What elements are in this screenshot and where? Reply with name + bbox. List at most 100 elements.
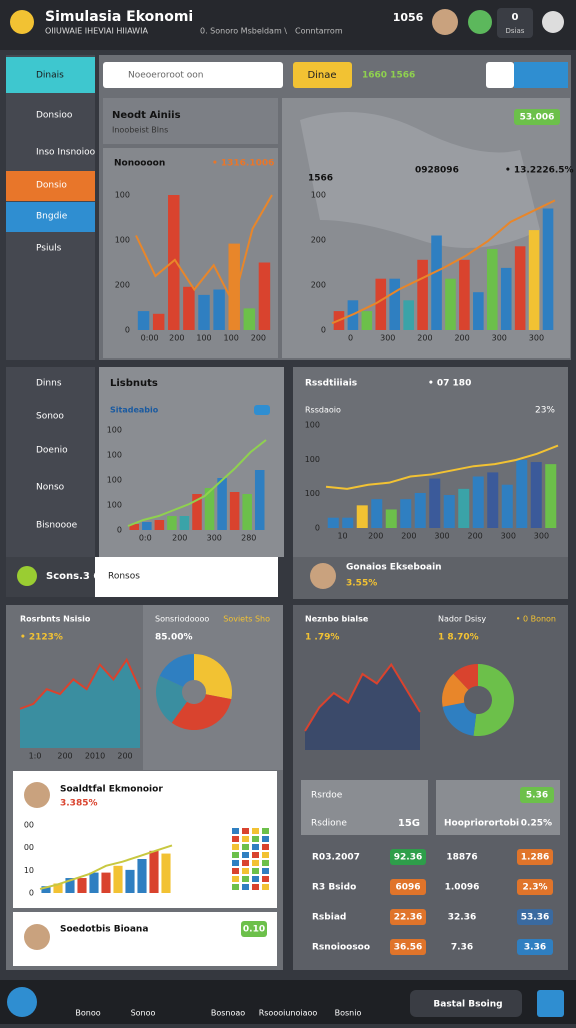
bar <box>545 464 557 528</box>
tag <box>390 879 426 895</box>
tag-label: 22.36 <box>394 913 422 923</box>
label: Gonaios Ekseboain <box>346 563 442 573</box>
bar <box>242 494 252 530</box>
bar <box>204 488 215 530</box>
tag-label: 92.36 <box>394 853 422 863</box>
label: 1 8.70% <box>438 633 479 643</box>
label: 23% <box>535 406 555 416</box>
bar <box>152 313 165 330</box>
y-tick-label: 100 <box>305 421 320 430</box>
nav-label: Bonoo <box>75 1009 100 1018</box>
y-tick-label: 200 <box>311 236 326 245</box>
search-box[interactable] <box>103 62 283 88</box>
legend-swatch <box>262 852 269 858</box>
nav-search[interactable] <box>410 990 522 1017</box>
label: R03.2007 <box>312 853 360 863</box>
bar <box>417 259 428 330</box>
tag <box>254 405 270 415</box>
button[interactable] <box>293 62 352 88</box>
legend-swatch <box>242 876 249 882</box>
y-tick-label: 0 <box>321 326 326 335</box>
label: Rssdaoio <box>305 406 341 415</box>
trend-line <box>127 439 267 527</box>
nav-button[interactable] <box>537 990 564 1017</box>
pie-slice <box>194 654 232 700</box>
bar <box>371 499 383 528</box>
home-button[interactable] <box>7 987 37 1017</box>
area <box>305 664 420 750</box>
avatar <box>24 924 50 950</box>
dropdown[interactable] <box>95 557 278 597</box>
x-tick-label: 300 <box>380 334 395 343</box>
icon-button[interactable] <box>486 62 514 88</box>
map <box>300 112 540 248</box>
bar <box>192 494 202 530</box>
bar <box>137 311 150 330</box>
x-tick-label: 0:00 <box>141 334 159 343</box>
legend-swatch <box>232 844 239 850</box>
nav-item[interactable] <box>6 171 95 201</box>
label: Scons.3 6 <box>46 571 100 582</box>
logo <box>10 10 34 34</box>
label: Simulasia Ekonomi <box>45 9 193 25</box>
nav-item[interactable] <box>6 202 95 232</box>
label: Neodt Ainiis <box>112 110 181 121</box>
bar <box>53 883 63 893</box>
bar <box>459 259 470 330</box>
icon-button[interactable] <box>541 62 568 88</box>
legend-swatch <box>262 868 269 874</box>
x-tick-label: 2010 <box>85 752 105 761</box>
legend-swatch <box>262 828 269 834</box>
label: Sonsriodoooo <box>155 615 209 624</box>
x-tick-label: 200 <box>417 334 432 343</box>
bar <box>530 462 542 528</box>
x-tick-label: 200 <box>57 752 72 761</box>
nav-label: Inso Insnoioo <box>36 148 96 158</box>
icon-button[interactable] <box>514 62 541 88</box>
label: Dinae <box>307 70 336 81</box>
label: 0 <box>512 12 519 23</box>
legend-swatch <box>252 876 259 882</box>
bar <box>154 520 165 530</box>
label: • 07 180 <box>428 379 471 389</box>
x-tick-label: 200 <box>401 532 416 541</box>
tag-label: 1.286 <box>521 853 549 863</box>
nav-label: Psiuls <box>36 244 62 254</box>
x-tick-label: 300 <box>207 534 222 543</box>
bar <box>228 243 240 330</box>
label: 32.36 <box>448 913 476 923</box>
legend-swatch <box>232 884 239 890</box>
label: 1056 <box>393 11 424 24</box>
legend-swatch <box>242 852 249 858</box>
label: Hoopriorortobi <box>444 819 519 829</box>
x-tick-label: 1:0 <box>29 752 42 761</box>
avatar[interactable] <box>542 11 564 33</box>
bar <box>168 195 180 330</box>
nav-label: Dinais <box>36 71 64 81</box>
label: • 1316.1006 <box>212 159 274 169</box>
tag <box>520 787 554 803</box>
badge-box[interactable] <box>497 8 533 38</box>
pie-slice <box>473 664 514 736</box>
bar <box>431 235 442 330</box>
dropdown-label: Ronsos <box>108 572 140 582</box>
legend-swatch <box>242 828 249 834</box>
label: 0928096 <box>415 166 459 176</box>
nav-active[interactable] <box>6 57 95 93</box>
label: 1660 1566 <box>362 71 415 81</box>
legend-swatch <box>242 836 249 842</box>
tag-label: 3.36 <box>524 943 546 953</box>
x-tick-label: 300 <box>529 334 544 343</box>
y-tick-label: 100 <box>107 451 122 460</box>
nav-label: Doenio <box>36 446 68 456</box>
status-icon[interactable] <box>468 10 492 34</box>
pie-slice <box>453 663 478 690</box>
bar <box>500 267 512 330</box>
tag <box>514 109 560 125</box>
avatar <box>310 563 336 589</box>
bar <box>243 308 256 330</box>
tag <box>517 849 553 865</box>
nav-label: Donsio <box>36 181 67 191</box>
x-tick-label: 300 <box>434 532 449 541</box>
